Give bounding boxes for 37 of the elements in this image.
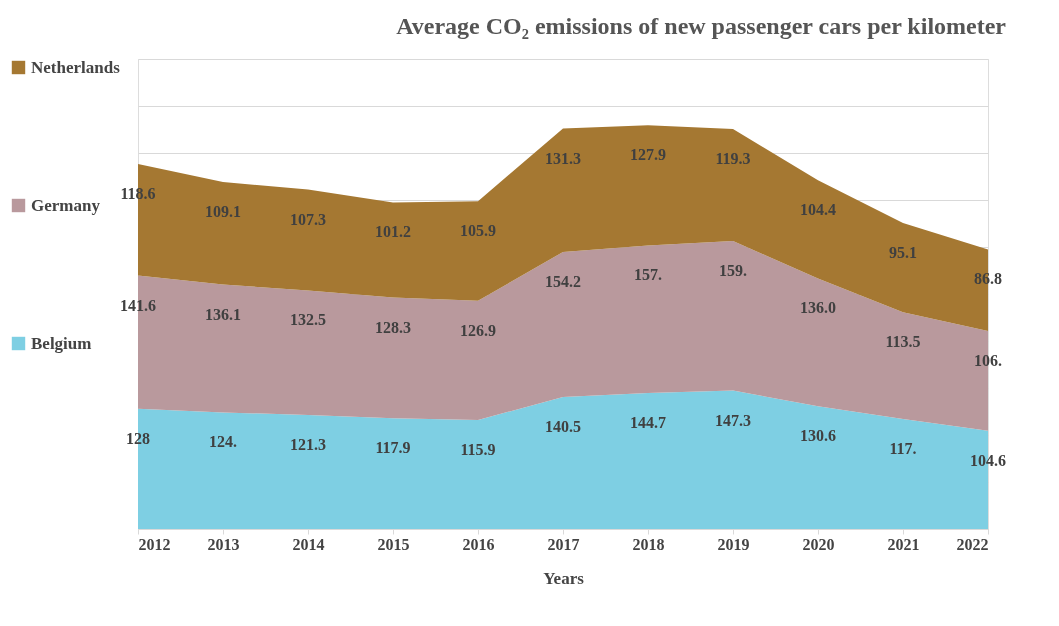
data-label: 86.8 <box>974 270 1002 288</box>
x-tick-label: 2021 <box>887 535 920 553</box>
data-label: 109.1 <box>205 202 241 220</box>
data-label: 136.0 <box>800 299 836 317</box>
x-tick-label: 2012 <box>138 535 171 553</box>
data-label: 159. <box>719 262 747 280</box>
x-tick-label: 2019 <box>717 535 750 553</box>
data-label: 107.3 <box>290 210 326 228</box>
data-label: 132.5 <box>290 311 326 329</box>
x-tick-label: 2016 <box>462 535 495 553</box>
data-label: 119.3 <box>715 149 751 167</box>
data-label: 136.1 <box>205 305 241 323</box>
legend-label: Belgium <box>31 333 92 353</box>
data-label: 101.2 <box>375 223 411 241</box>
data-label: 105.9 <box>460 222 496 240</box>
chart-title: Average CO₂ emissions of new passenger cars per kilometer <box>396 13 1007 39</box>
data-label: 131.3 <box>545 149 581 167</box>
x-tick-label: 2018 <box>632 535 665 553</box>
data-label: 113.5 <box>885 333 921 351</box>
data-label: 128.3 <box>375 318 411 336</box>
data-label: 118.6 <box>120 185 156 203</box>
legend-label: Netherlands <box>31 57 121 77</box>
data-label: 126.9 <box>460 321 496 339</box>
data-label: 157. <box>634 266 662 284</box>
legend-label: Germany <box>31 195 101 215</box>
x-tick-label: 2014 <box>292 535 325 553</box>
data-label: 106. <box>974 352 1002 370</box>
x-tick-label: 2013 <box>207 535 240 553</box>
x-tick-label: 2015 <box>377 535 410 553</box>
x-tick-label: 2022 <box>956 535 989 553</box>
x-axis-title: Years <box>543 568 585 588</box>
data-label: 95.1 <box>889 243 917 261</box>
x-tick-label: 2017 <box>547 535 580 553</box>
data-label: 104.4 <box>800 201 836 219</box>
data-label: 127.9 <box>630 146 666 164</box>
data-label: 154.2 <box>545 272 581 290</box>
x-tick-label: 2020 <box>802 535 835 553</box>
